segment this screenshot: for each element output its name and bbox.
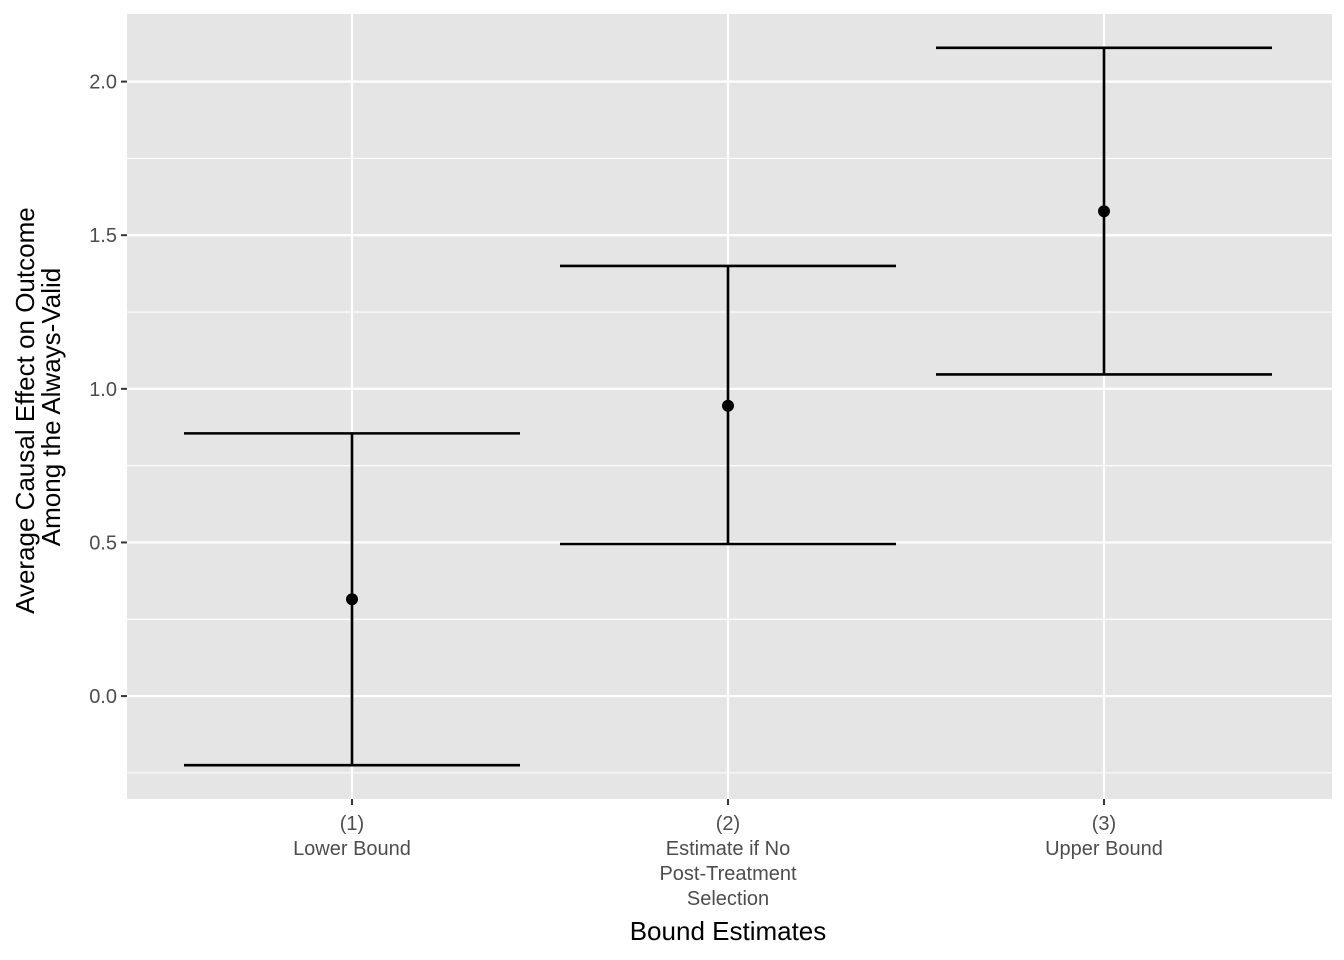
y-tick-label: 1.0 <box>89 379 117 401</box>
error-bars <box>184 46 1272 767</box>
x-tick-label-line: Estimate if No <box>666 838 790 860</box>
x-tick-label: (1) Lower Bound <box>293 813 411 860</box>
x-tick-label-line: Lower Bound <box>293 838 411 860</box>
x-tick-label-line: Upper Bound <box>1045 838 1163 860</box>
y-axis-title: Average Causal Effect on Outcome Among t… <box>10 200 66 614</box>
y-tick-label: 0.0 <box>89 686 117 708</box>
y-axis: 0.0 0.5 1.0 1.5 2.0 <box>89 72 127 708</box>
x-tick-label-line: Selection <box>687 888 769 910</box>
x-axis: (1) Lower Bound (2) Estimate if No Post-Trea… <box>293 799 1163 910</box>
x-tick-label-line: (3) <box>1092 813 1116 835</box>
y-tick-label: 1.5 <box>89 225 117 247</box>
y-tick-label: 2.0 <box>89 72 117 94</box>
point-estimate <box>722 399 734 412</box>
x-axis-title: Bound Estimates <box>630 916 827 946</box>
y-axis-title-line-2: Among the Always-Valid <box>36 268 66 546</box>
x-tick-label-line: Post-Treatment <box>659 863 797 885</box>
x-tick-label: (3) Upper Bound <box>1045 813 1163 860</box>
x-tick-label: (2) Estimate if No Post-Treatment Selection <box>659 813 797 910</box>
minor-gridlines <box>127 157 1332 774</box>
y-tick-label: 0.5 <box>89 532 117 554</box>
y-axis-title-line-1: Average Causal Effect on Outcome <box>10 207 40 614</box>
x-tick-label-line: (1) <box>340 813 364 835</box>
point-estimate <box>346 593 358 606</box>
x-tick-label-line: (2) <box>716 813 740 835</box>
point-estimate <box>1098 205 1110 218</box>
